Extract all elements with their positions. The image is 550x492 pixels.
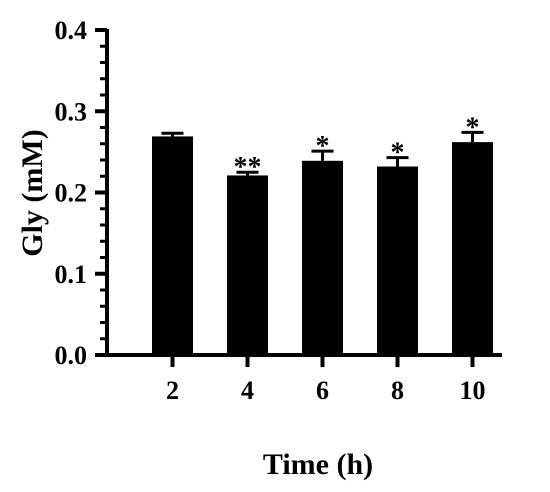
x-axis-title: Time (h) [263,448,373,481]
bar-4 [227,175,268,355]
y-tick-label: 0.2 [55,179,88,208]
y-tick-label: 0.3 [55,97,88,126]
significance-marker: * [391,138,405,169]
bar-10 [452,142,493,355]
error-bars [161,130,484,176]
significance-marker: * [316,131,330,162]
bars [152,136,493,355]
x-tick-label: 8 [391,376,404,405]
x-tick-label: 2 [166,376,179,405]
significance-marker: ** [234,152,262,183]
x-tick-label: 6 [316,376,329,405]
y-tick-label: 0.1 [55,260,88,289]
bar-6 [302,160,343,355]
y-axis: 0.0 0.1 0.2 0.3 0.4 [55,16,109,370]
y-axis-title: Gly (mM) [16,129,49,256]
x-tick-label: 10 [460,376,486,405]
significance-labels: *** ** [234,112,480,183]
bar-8 [377,166,418,355]
y-tick-label: 0.0 [55,341,88,370]
bar-2 [152,136,193,355]
y-tick-label: 0.4 [55,16,88,45]
x-axis: 2 4 6 8 10 [105,353,502,405]
significance-marker: * [466,112,480,143]
x-tick-label: 4 [241,376,254,405]
